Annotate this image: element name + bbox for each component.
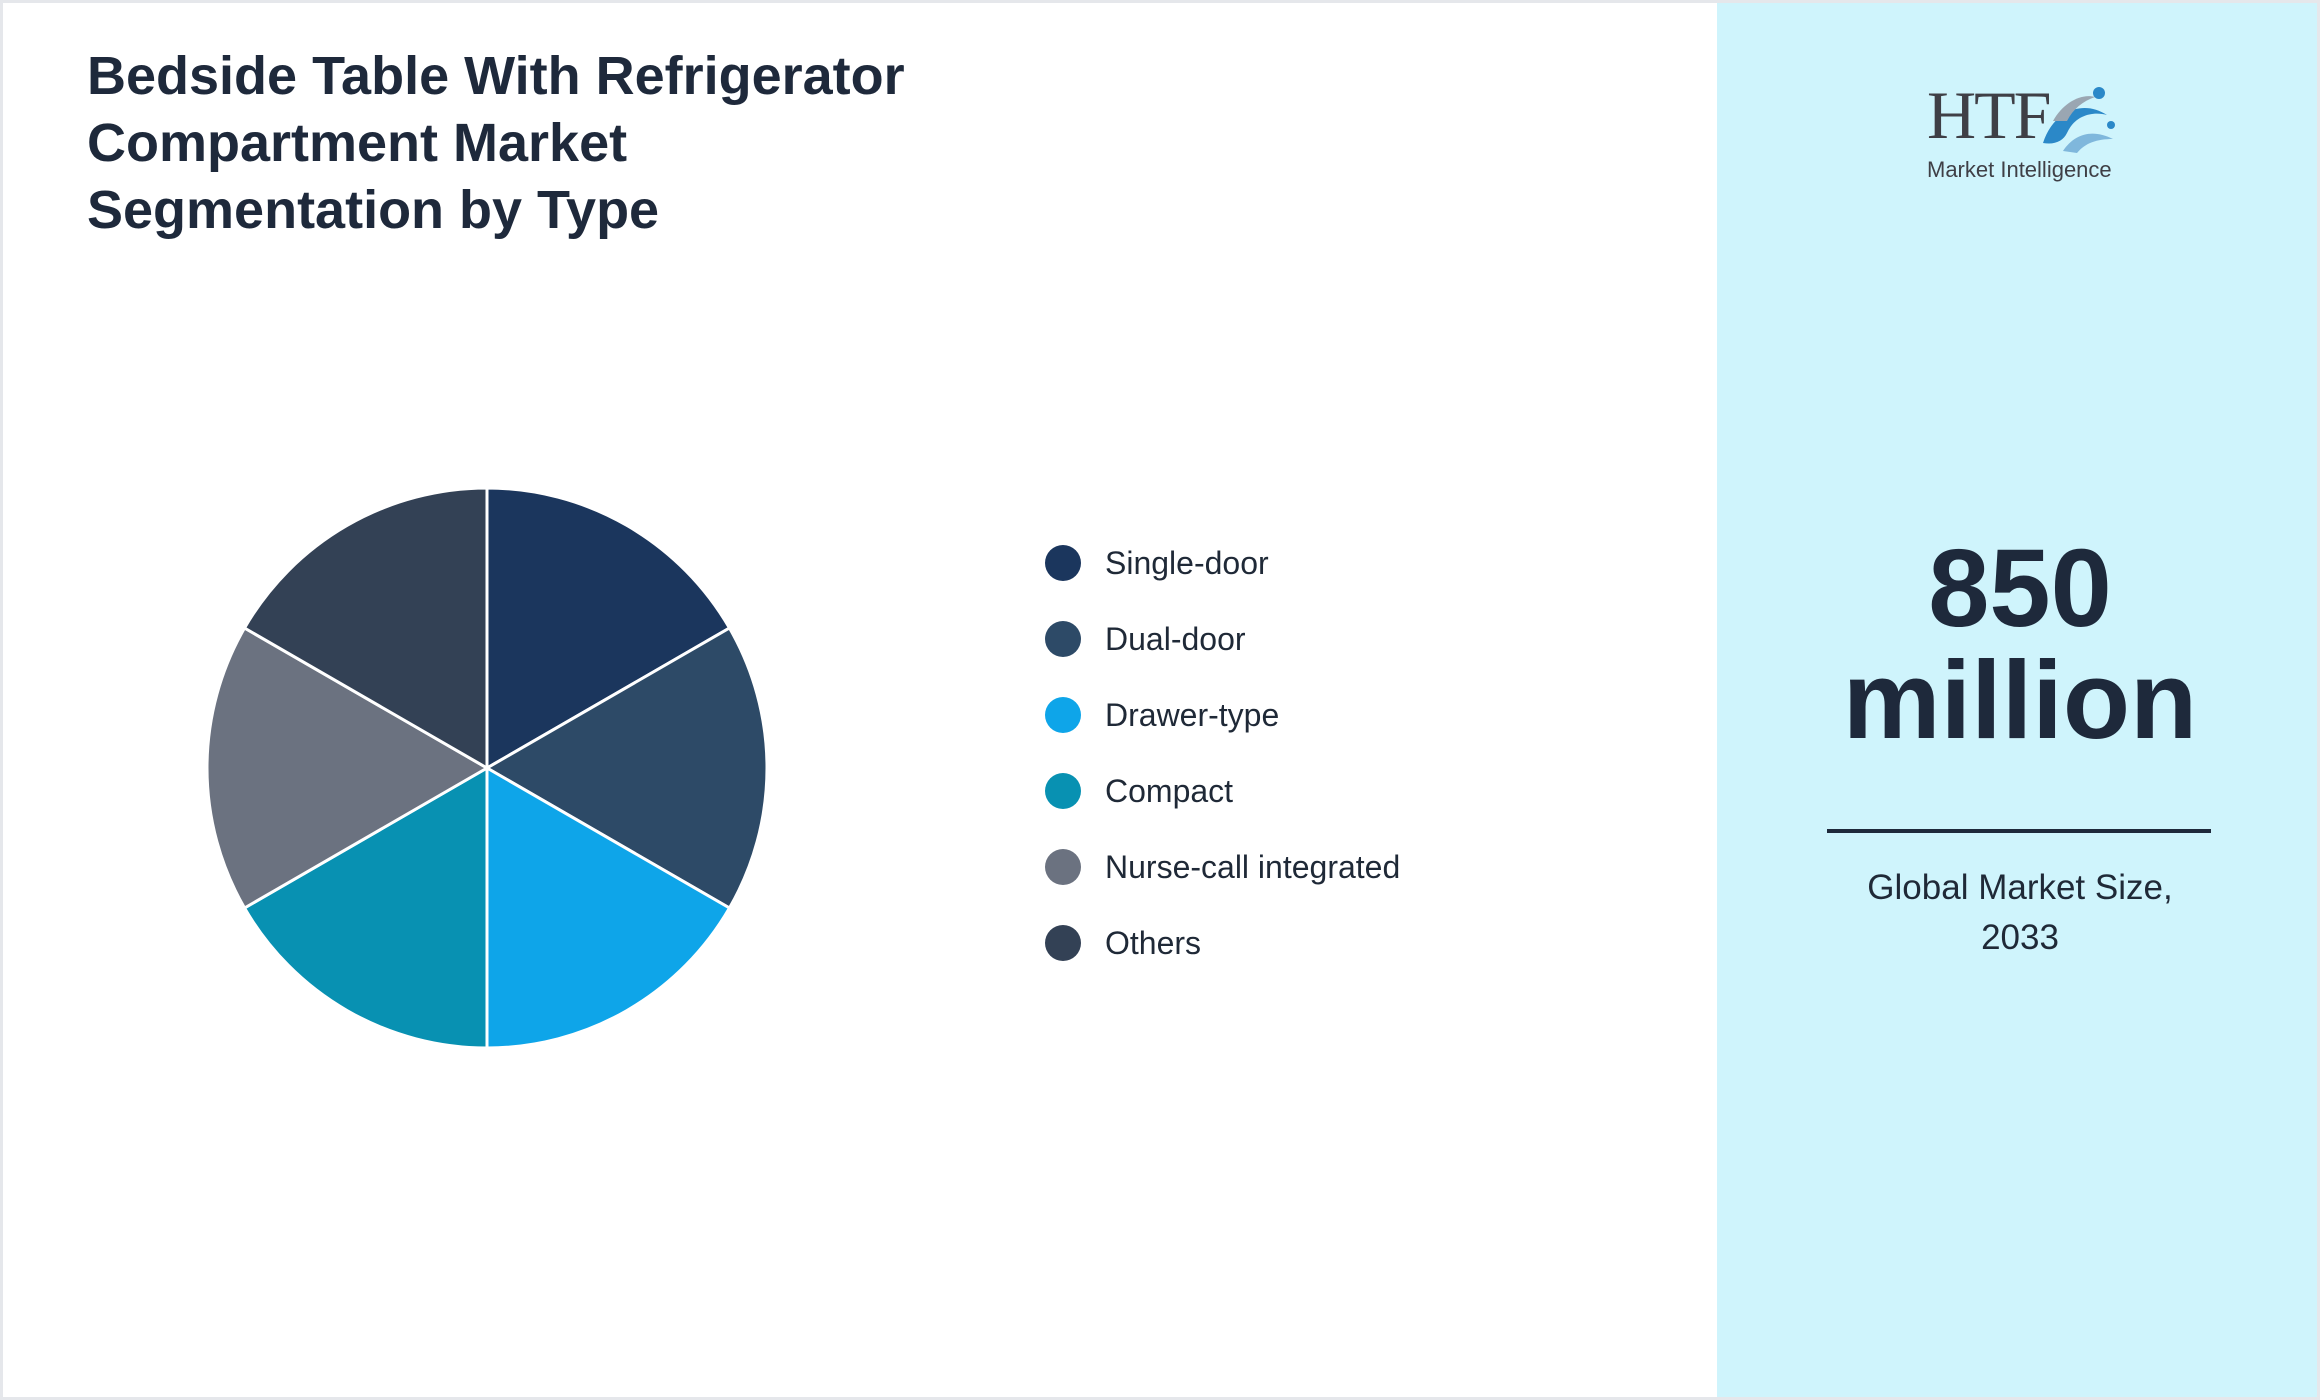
legend-item: Drawer-type xyxy=(1045,695,1545,735)
legend-label: Drawer-type xyxy=(1105,696,1280,733)
market-size-caption: Global Market Size, 2033 xyxy=(1717,863,2317,963)
legend-item: Nurse-call integrated xyxy=(1045,847,1545,887)
pie-chart xyxy=(205,486,769,1050)
legend-swatch xyxy=(1045,697,1081,733)
caption-line: 2033 xyxy=(1981,918,2059,957)
legend-label: Compact xyxy=(1105,772,1234,809)
market-size-unit: million xyxy=(1842,639,2198,762)
legend-label: Dual-door xyxy=(1105,620,1246,657)
pie-slice-drawer-type xyxy=(485,765,732,1050)
legend-swatch xyxy=(1045,621,1081,657)
logo-tagline: Market Intelligence xyxy=(1927,157,2112,182)
chart-panel: Bedside Table With Refrigerator Compartm… xyxy=(3,3,1717,1397)
legend-swatch xyxy=(1045,773,1081,809)
legend-swatch xyxy=(1045,849,1081,885)
chart-title-line: Bedside Table With Refrigerator xyxy=(87,46,905,106)
chart-title-line: Compartment Market xyxy=(87,113,628,173)
legend-item: Dual-door xyxy=(1045,619,1545,659)
summary-panel: HTF Market Intelligence 850 million Glob… xyxy=(1717,3,2317,1397)
caption-line: Global Market Size, xyxy=(1867,868,2173,907)
legend-swatch xyxy=(1045,545,1081,581)
pie-slice-others xyxy=(242,486,489,771)
market-size-value: 850 million xyxy=(1717,527,2317,762)
chart-title: Bedside Table With Refrigerator Compartm… xyxy=(87,43,987,244)
legend-item: Compact xyxy=(1045,771,1545,811)
legend-item: Others xyxy=(1045,923,1545,963)
legend-item: Single-door xyxy=(1045,543,1545,583)
chart-title-line: Segmentation by Type xyxy=(87,180,660,240)
market-size-number: 850 xyxy=(1928,527,2112,650)
legend-label: Single-door xyxy=(1105,544,1269,581)
pie-slice-nurse-call-integrated xyxy=(205,625,490,911)
logo-wordmark: HTF xyxy=(1927,77,2051,153)
legend-swatch xyxy=(1045,925,1081,961)
divider xyxy=(1827,829,2211,833)
legend-label: Nurse-call integrated xyxy=(1105,848,1401,885)
pie-slice-dual-door xyxy=(484,625,769,911)
htf-logo: HTF Market Intelligence xyxy=(1927,81,2117,191)
legend-label: Others xyxy=(1105,924,1202,961)
pie-slice-compact xyxy=(242,765,489,1050)
dolphin-logo-icon xyxy=(2043,87,2115,153)
pie-slice-single-door xyxy=(485,486,732,771)
